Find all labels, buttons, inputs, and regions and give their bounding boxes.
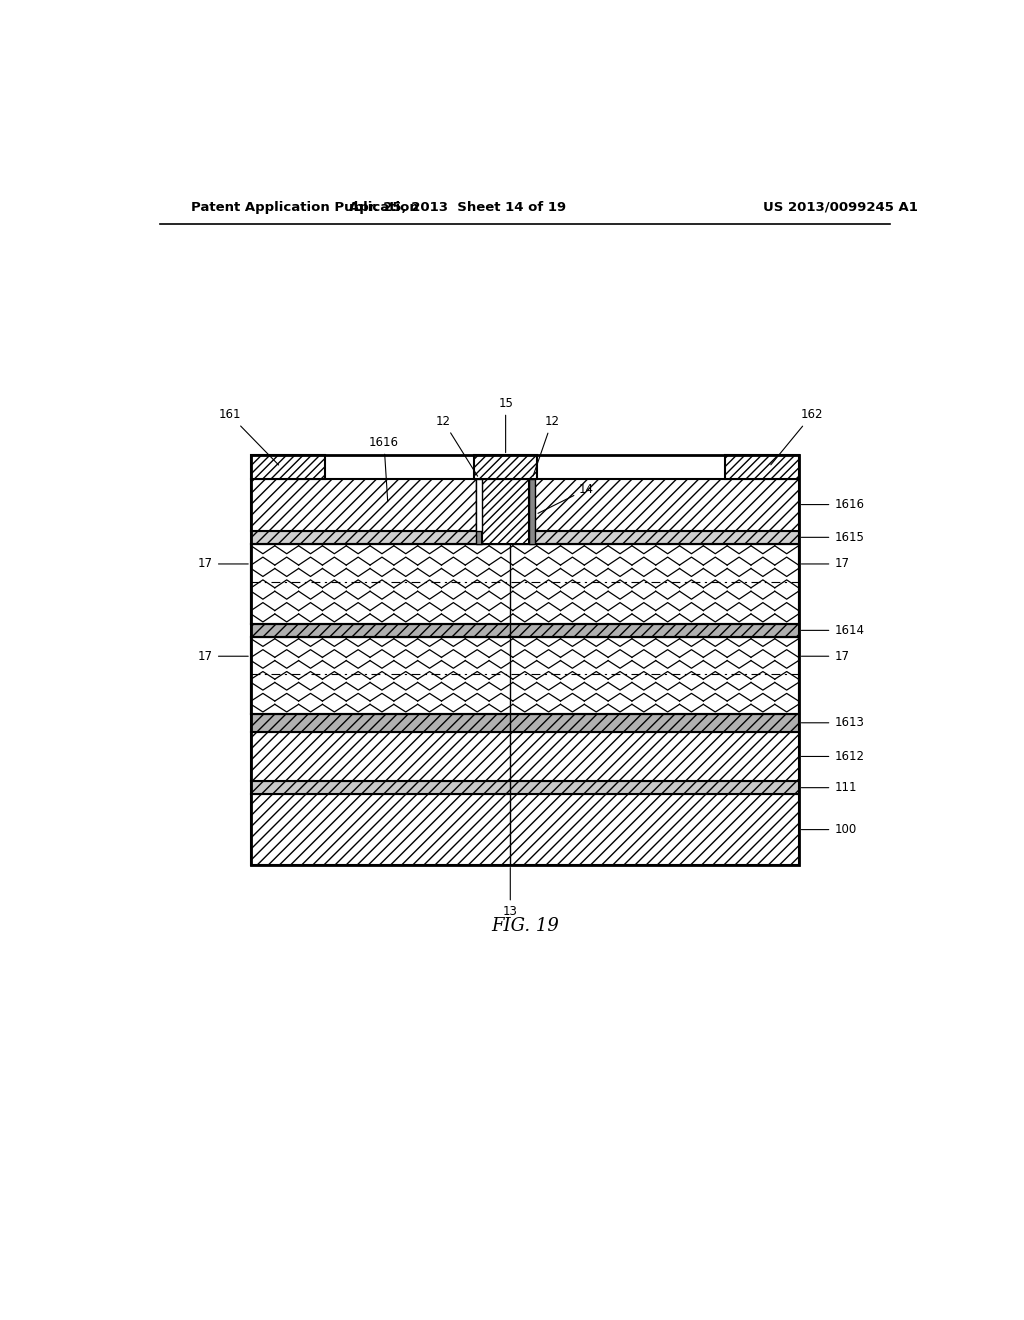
Text: 162: 162 [771, 408, 823, 465]
Bar [251, 638, 799, 714]
Bar [251, 455, 799, 865]
Text: 100: 100 [802, 824, 856, 836]
Text: 17: 17 [802, 649, 849, 663]
Text: Patent Application Publication: Patent Application Publication [191, 201, 419, 214]
Text: FIG. 19: FIG. 19 [490, 917, 559, 935]
Text: 111: 111 [802, 781, 857, 795]
Bar [251, 795, 799, 865]
Bar [725, 455, 799, 479]
Bar [251, 544, 799, 623]
Text: 12: 12 [534, 414, 559, 477]
Text: 1615: 1615 [802, 531, 864, 544]
Text: Apr. 25, 2013  Sheet 14 of 19: Apr. 25, 2013 Sheet 14 of 19 [349, 201, 566, 214]
Text: 1616: 1616 [802, 498, 864, 511]
Bar [476, 479, 482, 544]
Bar [474, 455, 538, 479]
Bar [482, 479, 529, 544]
Bar [251, 455, 325, 479]
Bar [251, 544, 799, 623]
Bar [251, 531, 799, 544]
Text: 14: 14 [538, 483, 594, 513]
Bar [529, 479, 536, 544]
Text: 161: 161 [218, 408, 279, 465]
Text: 1614: 1614 [802, 624, 864, 636]
Text: 1613: 1613 [802, 717, 864, 729]
Text: 17: 17 [198, 557, 248, 570]
Bar [251, 623, 799, 638]
Text: 1616: 1616 [369, 436, 399, 502]
Text: 12: 12 [436, 414, 477, 477]
Text: 17: 17 [802, 557, 849, 570]
Text: 13: 13 [503, 867, 518, 919]
Text: 15: 15 [499, 396, 513, 453]
Text: US 2013/0099245 A1: US 2013/0099245 A1 [763, 201, 918, 214]
Bar [251, 733, 799, 781]
Bar [251, 479, 799, 531]
Bar [251, 714, 799, 733]
Bar [476, 479, 482, 531]
Bar [251, 638, 799, 714]
Bar [251, 781, 799, 795]
Text: 17: 17 [198, 649, 248, 663]
Text: 1612: 1612 [802, 750, 864, 763]
